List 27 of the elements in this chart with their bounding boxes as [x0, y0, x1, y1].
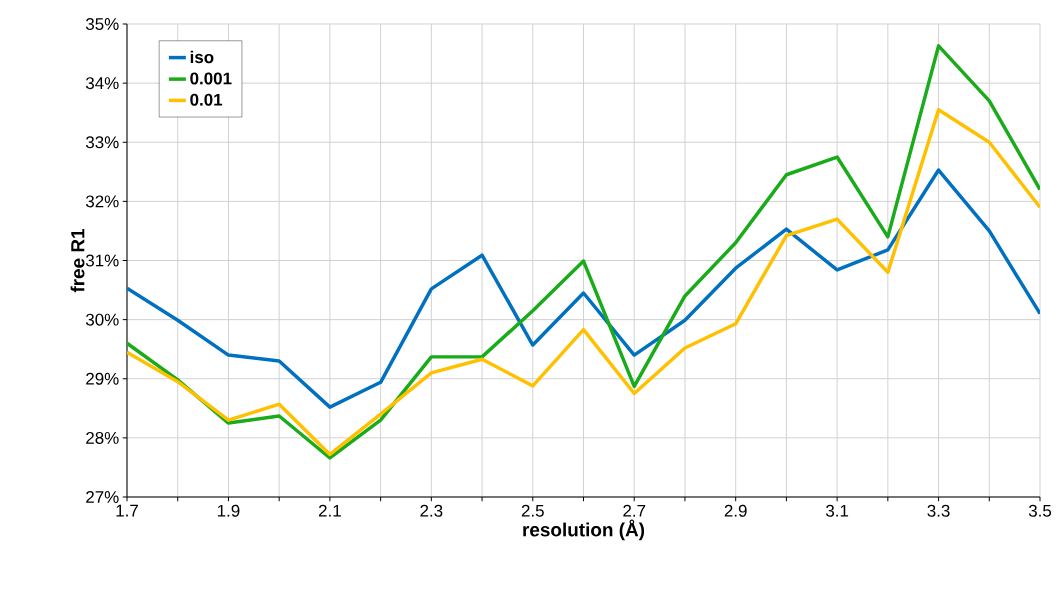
x-tick-label: 2.5 [521, 504, 544, 517]
legend-label: 0.01 [190, 93, 223, 106]
legend-label: 0.001 [190, 72, 232, 85]
y-tick-label: 35% [85, 18, 119, 30]
legend-label: iso [190, 50, 214, 64]
y-tick-label: 30% [85, 313, 119, 326]
y-axis-title: free R1 [70, 228, 85, 293]
y-tick-label: 32% [85, 195, 119, 208]
y-tick-label: 29% [86, 372, 119, 385]
y-tick-label: 33% [85, 136, 119, 149]
x-tick-label: 2.9 [724, 504, 747, 517]
y-tick-label: 27% [86, 491, 119, 503]
y-tick-label: 28% [86, 431, 119, 444]
x-tick-label: 3.5 [1028, 504, 1052, 517]
line-series [127, 44, 1041, 460]
x-axis-title: resolution (Å) [523, 519, 645, 541]
y-tick-label: 31% [85, 254, 119, 267]
x-tick-label: 2.3 [420, 504, 443, 517]
x-tick-label: 3.3 [927, 504, 950, 517]
x-tick-label: 2.1 [318, 504, 341, 517]
x-tick-label: 2.7 [623, 504, 646, 517]
y-tick-label: 34% [85, 77, 119, 90]
x-tick-label: 1.7 [116, 504, 138, 517]
x-tick-label: 1.9 [217, 504, 240, 517]
line-series [127, 107, 1041, 457]
line-series [127, 168, 1041, 409]
x-tick-label: 3.1 [825, 504, 849, 517]
